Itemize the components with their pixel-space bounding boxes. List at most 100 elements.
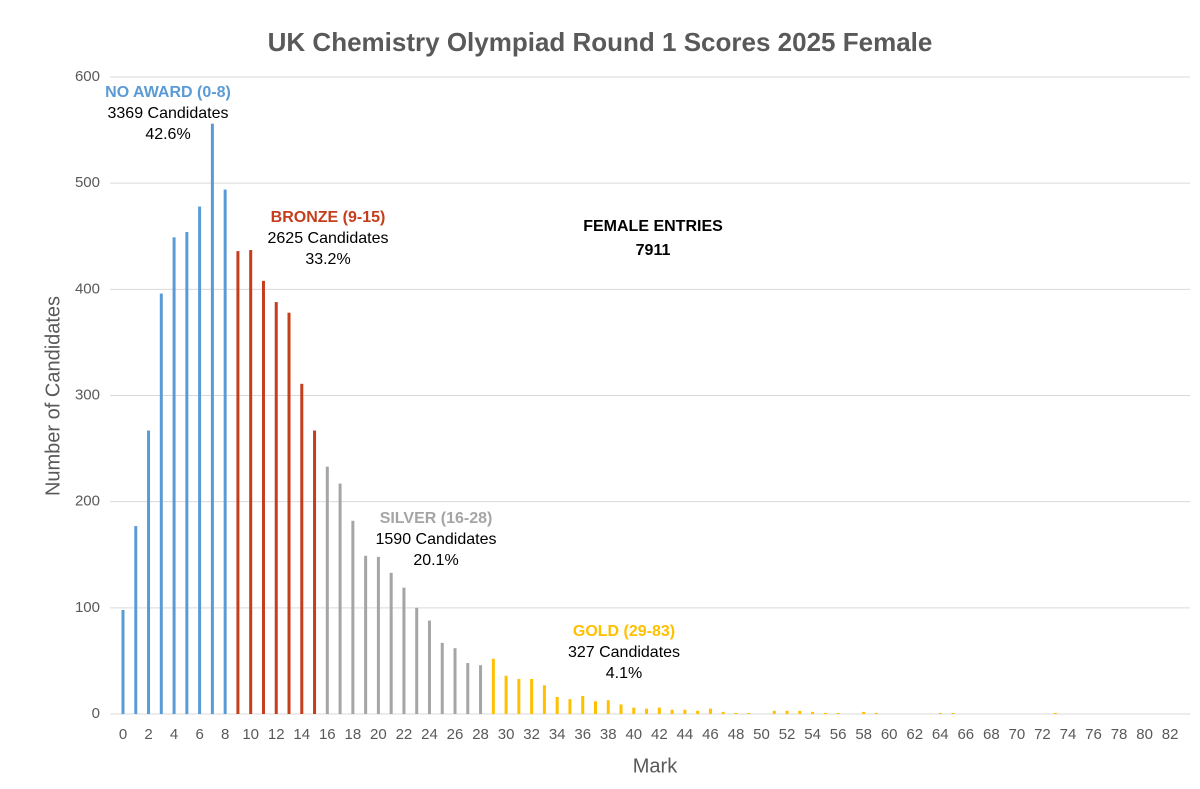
annotation: 327 Candidates <box>568 644 680 661</box>
bar <box>683 709 687 714</box>
bar <box>938 712 942 714</box>
bar <box>249 250 253 714</box>
annotation: SILVER (16-28) <box>380 510 493 527</box>
x-tick-label: 66 <box>957 726 974 743</box>
annotation: 3369 Candidates <box>108 105 229 122</box>
y-tick-label: 400 <box>75 280 100 297</box>
x-tick-label: 12 <box>268 726 285 743</box>
y-axis-label: Number of Candidates <box>42 296 64 496</box>
y-tick-label: 0 <box>92 705 100 722</box>
x-tick-label: 4 <box>170 726 178 743</box>
x-tick-label: 50 <box>753 726 770 743</box>
bar <box>351 520 355 714</box>
bar <box>236 251 240 714</box>
bar <box>734 712 738 714</box>
x-tick-label: 30 <box>498 726 515 743</box>
bar <box>402 587 406 714</box>
bar <box>313 430 317 714</box>
annotation: 42.6% <box>145 126 190 143</box>
bar <box>874 712 878 714</box>
annotation: 7911 <box>636 242 671 259</box>
bar <box>517 678 521 714</box>
x-tick-label: 34 <box>549 726 566 743</box>
bar <box>159 293 163 714</box>
bar <box>645 708 649 714</box>
bar <box>1053 712 1057 714</box>
annotation: 2625 Candidates <box>268 230 389 247</box>
bar <box>568 699 572 714</box>
bar <box>185 232 189 714</box>
bar <box>747 712 751 714</box>
bar <box>491 658 495 714</box>
x-axis-label: Mark <box>633 755 678 777</box>
x-tick-label: 72 <box>1034 726 1051 743</box>
annotation: 1590 Candidates <box>376 531 497 548</box>
x-tick-label: 16 <box>319 726 336 743</box>
x-tick-label: 52 <box>779 726 796 743</box>
bar <box>657 707 661 714</box>
bar <box>147 430 151 714</box>
bar <box>466 663 470 714</box>
x-tick-label: 0 <box>119 726 127 743</box>
bar <box>121 609 125 714</box>
bar <box>823 712 827 714</box>
annotation: 20.1% <box>413 552 458 569</box>
bar <box>798 710 802 714</box>
bar <box>772 710 776 714</box>
x-tick-label: 32 <box>523 726 540 743</box>
x-tick-label: 44 <box>677 726 694 743</box>
x-tick-label: 24 <box>421 726 438 743</box>
bar <box>555 697 559 714</box>
bar <box>581 695 585 714</box>
bar <box>721 711 725 714</box>
x-tick-label: 6 <box>195 726 203 743</box>
bar <box>134 526 138 714</box>
x-tick-label: 70 <box>1009 726 1026 743</box>
x-tick-label: 42 <box>651 726 668 743</box>
bar <box>427 620 431 714</box>
bar <box>785 710 789 714</box>
x-tick-label: 68 <box>983 726 1000 743</box>
x-tick-label: 36 <box>574 726 591 743</box>
bar <box>338 483 342 714</box>
y-tick-label: 600 <box>75 68 100 85</box>
bar <box>530 678 534 714</box>
bar <box>632 707 636 714</box>
annotation: 4.1% <box>606 665 642 682</box>
bar <box>670 709 674 714</box>
annotation: NO AWARD (0-8) <box>105 84 231 101</box>
bar <box>172 237 176 715</box>
y-tick-label: 500 <box>75 174 100 191</box>
annotation: FEMALE ENTRIES <box>583 218 723 235</box>
bar <box>261 280 265 714</box>
bar <box>811 711 815 714</box>
x-tick-label: 76 <box>1085 726 1102 743</box>
x-tick-label: 48 <box>728 726 745 743</box>
bar <box>593 701 597 714</box>
y-tick-label: 200 <box>75 493 100 510</box>
x-tick-label: 40 <box>625 726 642 743</box>
x-tick-label: 10 <box>242 726 259 743</box>
x-tick-label: 74 <box>1060 726 1077 743</box>
bar <box>479 665 483 714</box>
chart-title: UK Chemistry Olympiad Round 1 Scores 202… <box>268 27 933 57</box>
bar <box>453 648 457 714</box>
x-tick-label: 82 <box>1162 726 1179 743</box>
x-tick-label: 64 <box>932 726 949 743</box>
bar <box>415 607 419 714</box>
y-tick-label: 100 <box>75 599 100 616</box>
x-tick-label: 14 <box>293 726 310 743</box>
bar <box>376 556 380 714</box>
bar <box>862 711 866 714</box>
x-tick-label: 78 <box>1111 726 1128 743</box>
bar <box>696 710 700 714</box>
y-tick-label: 300 <box>75 386 100 403</box>
bar <box>951 712 955 714</box>
bar <box>836 712 840 714</box>
x-tick-label: 2 <box>144 726 152 743</box>
x-tick-label: 60 <box>881 726 898 743</box>
x-tick-label: 28 <box>472 726 489 743</box>
x-tick-label: 26 <box>447 726 464 743</box>
x-tick-label: 22 <box>396 726 413 743</box>
